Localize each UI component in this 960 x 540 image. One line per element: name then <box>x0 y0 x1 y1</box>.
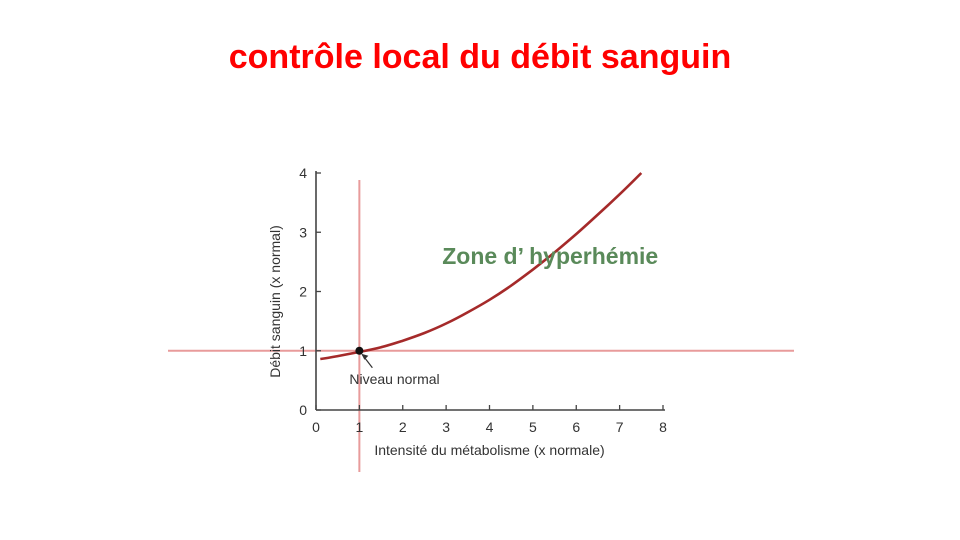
x-tick-label: 5 <box>529 419 537 435</box>
pointer-arrow-head <box>361 353 369 360</box>
y-ticks: 0 1 2 3 4 <box>299 165 321 418</box>
normal-level-label: Niveau normal <box>349 371 439 387</box>
y-tick-label: 4 <box>299 165 307 181</box>
y-tick-label: 0 <box>299 402 307 418</box>
y-tick-label: 2 <box>299 284 307 300</box>
x-ticks: 0 1 2 3 4 5 6 7 8 <box>312 405 667 435</box>
zone-annotation: Zone d’ hyperhémie <box>442 243 658 269</box>
y-axis-label: Débit sanguin (x normal) <box>267 225 283 378</box>
slide-title: contrôle local du débit sanguin <box>228 38 732 76</box>
x-tick-label: 1 <box>355 419 363 435</box>
y-tick-label: 1 <box>299 343 307 359</box>
y-tick-label: 3 <box>299 224 307 240</box>
x-tick-label: 0 <box>312 419 320 435</box>
reference-lines <box>168 180 794 472</box>
x-tick-label: 7 <box>616 419 624 435</box>
x-tick-label: 6 <box>572 419 580 435</box>
x-axis-label: Intensité du métabolisme (x normale) <box>374 442 604 458</box>
highlight: Niveau normal <box>349 346 440 387</box>
x-tick-label: 2 <box>399 419 407 435</box>
normal-level-point <box>355 346 364 355</box>
axes <box>315 171 665 411</box>
x-tick-label: 4 <box>486 419 494 435</box>
series-line <box>320 172 643 361</box>
x-tick-label: 3 <box>442 419 450 435</box>
x-tick-label: 8 <box>659 419 667 435</box>
